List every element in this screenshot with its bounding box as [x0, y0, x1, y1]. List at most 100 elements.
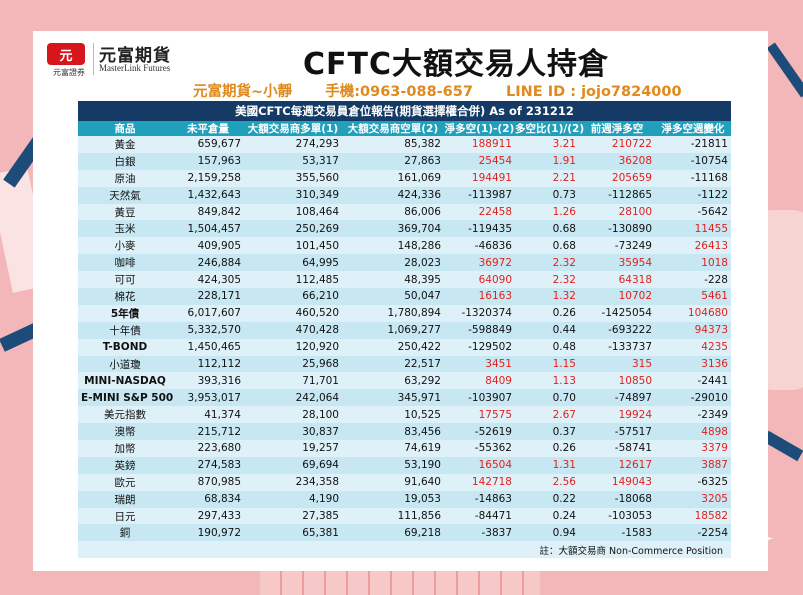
table-row: 天然氣 1,432,643 310,349 424,336 -113987 0.73 -11… [78, 186, 731, 204]
cell-long: 242,064 [244, 389, 342, 407]
cell-short: 424,336 [342, 186, 444, 204]
cell-prev: 10850 [579, 372, 655, 390]
logo-subtext: 元富證券 [53, 68, 85, 77]
cell-name: 歐元 [78, 473, 172, 491]
table-row: MINI-NASDAQ 393,316 71,701 63,292 8409 1.13 10… [78, 372, 731, 390]
cell-net: 22458 [444, 203, 515, 221]
cell-chg: -2254 [655, 524, 731, 542]
company-logo: 元 元富證券 元富期貨 MasterLink Futures [47, 41, 207, 77]
cell-chg: 4898 [655, 423, 731, 441]
cell-ratio: 1.26 [515, 203, 579, 221]
column-header: 大額交易商空單(2) [342, 121, 444, 136]
cell-oi: 41,374 [172, 406, 244, 424]
cell-oi: 228,171 [172, 288, 244, 305]
table-row: 5年債 6,017,607 460,520 1,780,894 -1320374 0.26… [78, 304, 731, 322]
cell-prev: 10702 [579, 288, 655, 305]
cell-oi: 659,677 [172, 136, 244, 153]
cell-name: 可可 [78, 271, 172, 289]
cell-short: 369,704 [342, 220, 444, 238]
cell-prev: 315 [579, 355, 655, 373]
cell-net: -119435 [444, 220, 515, 238]
cell-oi: 5,332,570 [172, 321, 244, 339]
cell-oi: 274,583 [172, 456, 244, 474]
cell-short: 27,863 [342, 152, 444, 170]
cell-name: 銅 [78, 524, 172, 542]
cell-name: 原油 [78, 169, 172, 187]
table-row: 黃豆 849,842 108,464 86,006 22458 1.26 28100 -564… [78, 203, 731, 221]
table-row: 棉花 228,171 66,210 50,047 16163 1.32 10702 5461 [78, 288, 731, 305]
cell-oi: 246,884 [172, 254, 244, 272]
cell-name: 棉花 [78, 288, 172, 305]
report-card: 元 元富證券 元富期貨 MasterLink Futures CFTC大額交易人… [33, 31, 768, 571]
cell-chg: 4235 [655, 338, 731, 356]
table-row: 原油 2,159,258 355,560 161,069 194491 2.21 20565… [78, 169, 731, 187]
cell-long: 355,560 [244, 169, 342, 187]
cell-name: 英鎊 [78, 456, 172, 474]
cell-oi: 849,842 [172, 203, 244, 221]
cell-name: 玉米 [78, 220, 172, 238]
cell-prev: -73249 [579, 237, 655, 255]
cell-chg: 11455 [655, 220, 731, 238]
table-row: 十年債 5,332,570 470,428 1,069,277 -598849 0.44-… [78, 321, 731, 339]
cell-name: 天然氣 [78, 186, 172, 204]
cell-net: -103907 [444, 389, 515, 407]
table-row: T-BOND 1,450,465 120,920 250,422 -129502 0.48… [78, 338, 731, 356]
cell-name: T-BOND [78, 338, 172, 356]
contact-name: 元富期貨~小靜 [193, 84, 293, 100]
cell-ratio: 3.21 [515, 136, 579, 153]
cell-oi: 393,316 [172, 372, 244, 390]
cell-long: 108,464 [244, 203, 342, 221]
column-header: 未平倉量 [172, 121, 244, 136]
cell-chg: -10754 [655, 152, 731, 170]
table-row: 玉米 1,504,457 250,269 369,704 -119435 0.68 -130… [78, 220, 731, 238]
cell-prev: 28100 [579, 203, 655, 221]
cell-long: 4,190 [244, 490, 342, 508]
cell-name: 白銀 [78, 152, 172, 170]
cell-prev: 205659 [579, 169, 655, 187]
cell-long: 30,837 [244, 423, 342, 441]
cell-chg: 3379 [655, 440, 731, 457]
cell-ratio: 0.48 [515, 338, 579, 356]
cell-long: 310,349 [244, 186, 342, 204]
cell-ratio: 0.73 [515, 186, 579, 204]
cell-prev: -693222 [579, 321, 655, 339]
cell-short: 63,292 [342, 372, 444, 390]
cell-chg: -6325 [655, 473, 731, 491]
cell-short: 83,456 [342, 423, 444, 441]
cell-prev: -130890 [579, 220, 655, 238]
cell-chg: -5642 [655, 203, 731, 221]
cell-name: 加幣 [78, 440, 172, 457]
cell-ratio: 1.15 [515, 355, 579, 373]
report-title-bar: 美國CFTC每週交易員倉位報告(期貨選擇權合併) As of 231212 [78, 101, 731, 121]
table-note: 註：大額交易商 Non-Commerce Position [78, 541, 731, 559]
cell-short: 250,422 [342, 338, 444, 356]
cell-net: -55362 [444, 440, 515, 457]
cell-prev: 12617 [579, 456, 655, 474]
cell-short: 91,640 [342, 473, 444, 491]
cell-net: -113987 [444, 186, 515, 204]
cell-oi: 223,680 [172, 440, 244, 457]
cell-ratio: 2.21 [515, 169, 579, 187]
cell-ratio: 1.31 [515, 456, 579, 474]
cell-prev: 149043 [579, 473, 655, 491]
cell-oi: 68,834 [172, 490, 244, 508]
table-row: 小麥 409,905 101,450 148,286 -46836 0.68 -73249 2… [78, 237, 731, 255]
table-row: E-MINI S&P 500 3,953,017 242,064 345,971 -10… [78, 389, 731, 407]
cell-chg: -11168 [655, 169, 731, 187]
logo-chinese-name: 元富期貨 [99, 46, 171, 66]
cell-long: 27,385 [244, 507, 342, 525]
background-stripe-shape [762, 430, 803, 462]
cell-name: 咖啡 [78, 254, 172, 272]
cell-name: 小麥 [78, 237, 172, 255]
cell-ratio: 1.32 [515, 288, 579, 305]
cell-long: 71,701 [244, 372, 342, 390]
cell-net: -14863 [444, 490, 515, 508]
cell-net: 142718 [444, 473, 515, 491]
cell-ratio: 0.37 [515, 423, 579, 441]
cell-net: 8409 [444, 372, 515, 390]
cell-ratio: 2.67 [515, 406, 579, 424]
cell-ratio: 2.32 [515, 254, 579, 272]
cell-short: 74,619 [342, 440, 444, 457]
cell-ratio: 0.70 [515, 389, 579, 407]
cell-short: 86,006 [342, 203, 444, 221]
